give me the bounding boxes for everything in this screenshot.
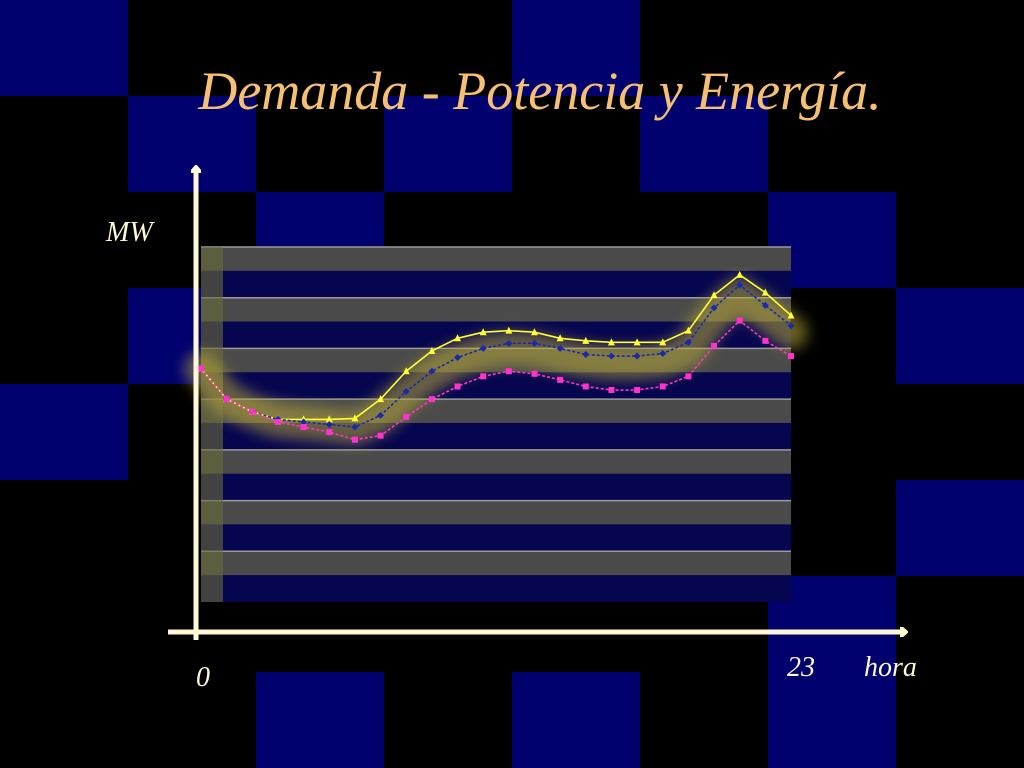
series-3-point [582, 383, 589, 390]
glow-path [184, 276, 808, 446]
series-3-point [351, 436, 358, 443]
series-2-point [325, 421, 333, 428]
series-2-line [200, 283, 792, 428]
series-2-point [787, 322, 795, 330]
series-1-point [761, 288, 769, 296]
series-3-point [403, 413, 410, 420]
series-2-point [505, 339, 513, 347]
axes [168, 167, 906, 640]
series-1-point [530, 328, 538, 336]
series-2-point [582, 351, 590, 359]
series-group [197, 270, 795, 443]
series-2-point [710, 304, 718, 312]
series-2-point [736, 281, 744, 289]
checker-square [896, 288, 1024, 384]
series-3-point [326, 429, 333, 436]
grid-band [201, 500, 791, 525]
series-1-point [607, 338, 615, 346]
series-3-point [608, 387, 615, 394]
checker-square [256, 672, 384, 768]
series-1-line [200, 273, 792, 421]
checker-square [128, 96, 256, 192]
series-3 [198, 317, 794, 443]
series-2-point [761, 301, 769, 309]
series-3-point [557, 376, 564, 383]
series-2-point [607, 352, 615, 360]
series-3-point [300, 424, 307, 431]
checker-square [512, 672, 640, 768]
x-tick-label-23: 23 [787, 652, 815, 683]
series-3-point [762, 337, 769, 344]
series-3-point [659, 383, 666, 390]
series-1-point [659, 338, 667, 346]
series-2-point [479, 344, 487, 352]
checker-square [896, 480, 1024, 576]
series-2-point [300, 418, 308, 426]
series-2-point [377, 411, 385, 419]
series-2-point [659, 350, 667, 357]
series-3-point [634, 387, 641, 394]
left-glow-strip [201, 247, 223, 602]
series-1-point [402, 367, 410, 375]
series-3-point [480, 373, 487, 380]
series-3-point [531, 370, 538, 377]
y-axis-label: MW [106, 217, 153, 248]
slide-title: Demanda - Potencia y Energía. [198, 61, 882, 121]
series-3-point [736, 317, 743, 324]
series-2-point [684, 338, 692, 346]
series-1-point [556, 334, 564, 342]
series-3-point [505, 368, 512, 375]
series-2-point [351, 423, 359, 431]
series-1-point [582, 336, 590, 344]
series-2-point [633, 352, 641, 360]
series-1-point [351, 414, 359, 422]
checker-square [768, 672, 896, 768]
series-3-point [428, 396, 435, 403]
grid-band [201, 297, 791, 322]
grid-band [201, 449, 791, 474]
series-1-point [633, 338, 641, 346]
demand-glow-band [184, 276, 808, 446]
series-2-point [530, 339, 538, 347]
series-1-point [428, 346, 436, 354]
checker-square [640, 96, 768, 192]
series-1-point [479, 328, 487, 336]
checker-square [0, 0, 128, 96]
series-3-point [454, 383, 461, 390]
series-3-line [200, 319, 792, 441]
series-1-point [710, 291, 718, 299]
series-2-point [402, 388, 410, 396]
series-1-point [684, 326, 692, 334]
series-2-point [454, 354, 462, 362]
series-1-point [787, 311, 795, 319]
series-1-point [736, 270, 744, 278]
checker-square [384, 96, 512, 192]
series-2-point [556, 344, 564, 352]
grid-band [201, 247, 791, 271]
series-3-point [249, 408, 256, 415]
series-3-point [788, 353, 794, 360]
series-1-point [505, 326, 513, 334]
series-2-point [428, 367, 436, 375]
series-3-point [711, 342, 718, 349]
series-3-point [377, 432, 384, 439]
series-1-point [454, 334, 462, 342]
grid-band [201, 551, 791, 576]
series-1-point [377, 395, 385, 403]
checker-square [0, 384, 128, 480]
series-3-point [685, 373, 692, 380]
x-axis-label: hora [864, 652, 917, 683]
x-tick-label-0: 0 [196, 662, 210, 693]
series-3-point [274, 418, 281, 425]
series-3-point [223, 396, 230, 403]
series-1-point [325, 415, 333, 423]
checker-square [512, 0, 640, 96]
series-3-point [198, 365, 204, 372]
